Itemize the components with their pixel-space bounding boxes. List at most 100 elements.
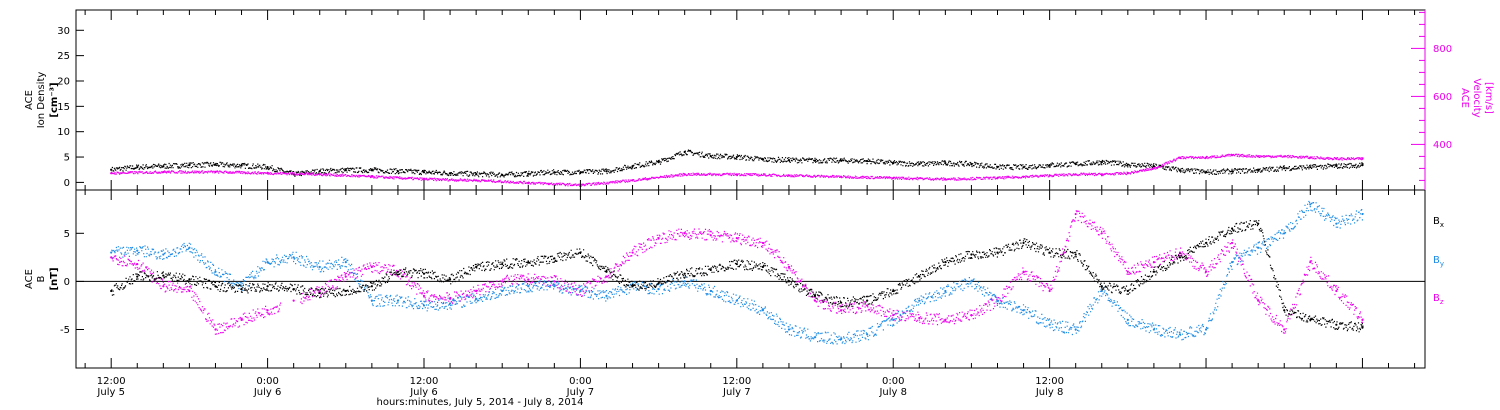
bz-point-47 [1335,289,1338,293]
bx-point-24 [735,262,738,266]
x-tick-time-1: 0:00 [256,376,278,387]
by-point-4 [214,270,217,273]
top-ytick-label-2: 10 [57,127,70,138]
bx-point-38 [1100,285,1103,288]
by-point-7 [292,256,295,259]
velocity-ylabel-line2: Velocity [1471,78,1482,117]
top-ytick-label-5: 25 [57,51,70,62]
bz-point-24 [735,237,738,240]
bx-point-25 [761,265,764,269]
x-tick-date-2: July 6 [409,387,438,398]
by-point-1 [136,249,139,252]
by-point-47 [1335,222,1338,225]
bottom-y-ticks: -5 0 5 [60,229,84,336]
top-panel-frame [75,9,1426,191]
velocity-ylabel-line3: [km/s] [1483,82,1494,114]
by-point-46 [1309,203,1312,206]
bx-series [110,220,1364,333]
bx-point-15 [501,262,504,266]
by-point-26 [787,328,791,331]
density-point-32 [944,162,947,165]
bot-ytick-label-0: -5 [60,325,70,336]
bx-point-11 [396,270,400,273]
density-ylabel-line2: Ion Density [36,72,47,129]
density-series [110,149,1364,178]
bz-point-2 [162,285,165,288]
bz-point-17 [553,280,556,283]
by-point-16 [527,285,530,288]
bx-point-1 [136,275,139,278]
bz-point-37 [1074,212,1077,216]
bx-point-35 [1022,241,1025,245]
x-tick-time-6: 12:00 [1035,376,1064,387]
bx-point-22 [683,272,686,275]
by-point-38 [1100,289,1103,293]
top-ytick-label-6: 30 [57,26,70,37]
density-point-38 [1100,161,1103,164]
legend-bz: Bz [1433,293,1444,306]
bz-point-30 [892,313,895,317]
bz-series [110,210,1364,335]
b-ylabel-line1: ACE [24,269,35,289]
density-ylabel-line1: ACE [24,90,35,110]
bx-point-47 [1335,323,1338,326]
top-y-ticks: 0 5 10 15 20 25 30 [57,26,84,189]
by-point-8 [318,265,321,269]
by-point-17 [553,285,556,288]
top-y2-ticks: 400 600 800 [1411,10,1452,190]
bz-point-46 [1309,261,1312,264]
b-ylabel-line3: [nT] [49,267,60,290]
x-axis-label: hours:minutes, July 5, 2014 - July 8, 20… [377,397,584,408]
bot-ytick-label-2: 5 [64,229,70,240]
top-ytick-label-1: 5 [64,153,70,164]
bx-point-45 [1283,309,1286,312]
legend-bx: Bx [1433,216,1444,229]
top-panel: 0 5 10 15 20 25 30 400 600 800 ACE Ion Density [… [24,10,1494,190]
density-point-0 [110,168,113,171]
x-tick-date-0: July 5 [96,387,125,398]
by-point-9 [344,261,347,264]
bx-point-10 [370,285,373,288]
by-point-30 [892,318,895,321]
x-tick-date-1: July 6 [253,387,282,398]
x-tick-date-4: July 7 [722,387,751,398]
x-tick-time-2: 12:00 [410,376,439,387]
bz-point-8 [318,289,321,293]
x-tick-date-3: July 7 [566,387,595,398]
legend: Bx By Bz [1433,216,1444,306]
bz-point-7 [292,299,295,302]
bx-point-33 [970,253,973,256]
bx-point-2 [162,274,165,277]
by-point-35 [1022,309,1025,312]
bottom-panel-frame [75,189,1426,369]
density-point-36 [1048,164,1051,167]
by-point-32 [944,289,947,293]
bx-point-48 [1361,326,1364,329]
by-point-44 [1257,246,1260,249]
bz-point-39 [1126,270,1129,273]
velocity-series [110,153,1364,187]
bottom-panel: -5 0 5 ACE B [nT] Bx By Bz [24,200,1444,345]
y2-tick-label-1: 600 [1433,92,1452,103]
density-ylabel-line3: [cm⁻³] [49,82,60,117]
bz-point-31 [918,316,921,320]
density-point-48 [1361,164,1364,167]
velocity-ylabel-line1: ACE [1459,88,1470,108]
bz-point-5 [240,318,243,321]
bx-point-20 [631,285,634,288]
by-point-39 [1126,318,1129,321]
y2-tick-label-2: 800 [1433,44,1452,55]
by-trace [111,200,1364,345]
bz-point-9 [344,275,347,278]
b-ylabel-line2: B [36,275,47,282]
bz-point-12 [422,294,426,297]
bx-point-28 [839,301,843,304]
bx-trace [111,220,1364,333]
top-ytick-label-4: 20 [57,76,70,87]
density-point-5 [240,164,243,167]
bz-trace [111,210,1364,335]
bz-point-15 [501,280,504,283]
by-point-5 [240,285,243,288]
